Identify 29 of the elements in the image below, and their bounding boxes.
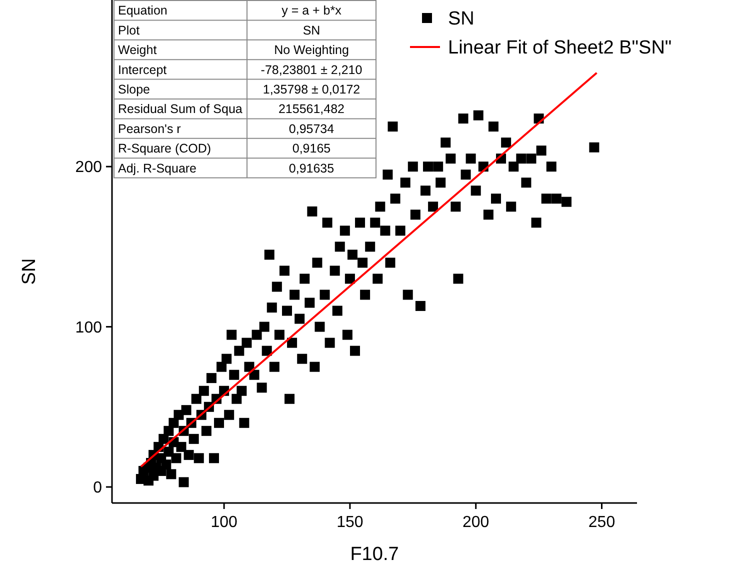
y-tick-label: 0: [93, 480, 102, 497]
annotation: Pearson's r: [118, 122, 181, 136]
annotation: 215561,482: [278, 102, 345, 116]
y-tick-label: 100: [75, 319, 102, 336]
annotation: Adj. R-Square: [118, 161, 197, 176]
annotation: 1,35798 ± 0,0172: [262, 82, 360, 97]
legend-label: Linear Fit of Sheet2 B"SN": [448, 38, 672, 59]
annotation: 0,91635: [288, 161, 334, 176]
annotation: Slope: [118, 82, 150, 97]
annotation: 0,9165: [292, 142, 331, 156]
annotation: 0,95734: [288, 122, 334, 136]
annotation: Plot: [118, 23, 140, 38]
annotation: y = a + b*x: [282, 4, 342, 18]
annotation: Residual Sum of Squa: [118, 102, 242, 116]
x-tick-label: 100: [210, 514, 238, 531]
x-tick-label: 150: [336, 514, 364, 531]
annotation: -78,23801 ± 2,210: [260, 62, 362, 77]
annotation: No Weighting: [274, 43, 349, 58]
x-axis-title: F10.7: [350, 544, 399, 565]
annotation: SN: [302, 23, 320, 38]
annotation: Weight: [118, 43, 158, 58]
legend-label: SN: [448, 8, 474, 30]
annotation: R-Square (COD): [118, 142, 212, 156]
y-tick-label: 200: [75, 159, 102, 176]
annotation: Intercept: [118, 62, 168, 77]
annotation: Equation: [118, 4, 168, 18]
x-tick-label: 250: [588, 514, 616, 531]
y-axis-title: SN: [19, 258, 40, 285]
x-tick-label: 200: [462, 514, 490, 531]
